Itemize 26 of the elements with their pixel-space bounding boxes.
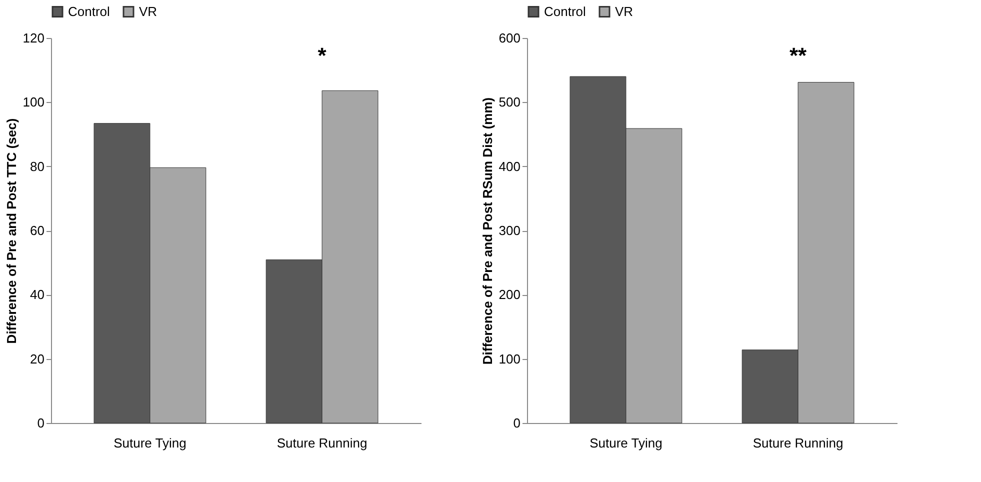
y-tick-label: 100 [498, 351, 520, 366]
y-tick-label: 0 [37, 416, 44, 430]
annotation: * [318, 43, 327, 68]
y-tick-label: 300 [498, 223, 520, 238]
y-tick-label: 60 [30, 223, 44, 238]
y-tick-label: 40 [30, 287, 44, 302]
y-axis-title: Difference of Pre and Post RSum Dist (mm) [480, 97, 495, 365]
legend-label: Control [544, 4, 586, 19]
x-tick-label: Suture Running [752, 436, 844, 450]
x-tick-label: Suture Running [276, 436, 368, 450]
y-axis-title: Difference of Pre and Post TTC (sec) [4, 118, 19, 344]
y-tick-label: 500 [498, 94, 520, 110]
y-tick-label: 120 [22, 30, 44, 46]
x-tick-label: Suture Tying [114, 436, 186, 450]
y-tick-label: 600 [498, 30, 520, 46]
annotation: ** [789, 43, 808, 68]
legend-label: Control [68, 4, 110, 19]
y-tick-label: 100 [22, 94, 44, 110]
y-tick-label: 200 [498, 287, 520, 302]
y-tick-label: 400 [498, 158, 520, 174]
y-tick-label: 80 [30, 158, 44, 174]
legend-label: VR [139, 4, 158, 19]
y-tick-label: 20 [30, 351, 44, 366]
y-tick-label: 0 [513, 416, 520, 430]
legend-label: VR [615, 4, 634, 19]
x-tick-label: Suture Tying [590, 436, 662, 450]
